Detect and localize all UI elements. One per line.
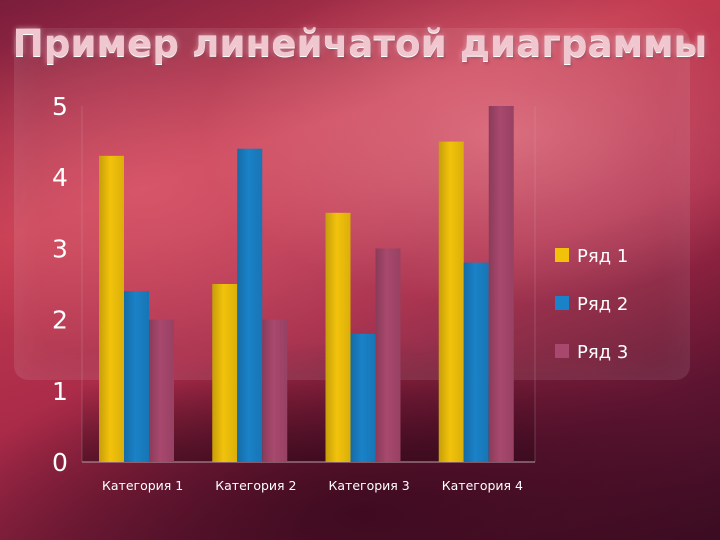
y-tick-label-3: 3 [52, 234, 68, 263]
y-tick-label-4: 4 [52, 163, 68, 192]
bar-series3-cat4 [488, 106, 514, 462]
chart-title: Пример линейчатой диаграммы [12, 22, 708, 65]
legend-swatch-1 [555, 248, 569, 262]
bar-series3-cat1 [149, 319, 174, 462]
bar-series2-cat1 [124, 291, 149, 462]
legend-label-2: Ряд 2 [577, 294, 628, 315]
bar-series2-cat4 [463, 262, 489, 462]
y-tick-label-1: 1 [52, 377, 68, 406]
y-tick-label-2: 2 [52, 306, 68, 335]
bar-series1-cat1 [99, 155, 124, 462]
x-tick-label-2: Категория 2 [215, 478, 296, 493]
bar-series1-cat3 [325, 212, 351, 462]
legend-swatch-2 [555, 296, 569, 310]
bar-series1-cat4 [438, 141, 464, 462]
legend-swatch-3 [555, 344, 569, 358]
legend-label-1: Ряд 1 [577, 246, 628, 267]
x-tick-label-4: Категория 4 [442, 478, 523, 493]
bar-series2-cat2 [237, 148, 263, 462]
bar-series3-cat2 [262, 319, 288, 462]
y-tick-label-0: 0 [52, 448, 68, 477]
legend-label-3: Ряд 3 [577, 342, 628, 363]
bar-series2-cat3 [350, 333, 376, 462]
x-tick-label-3: Категория 3 [329, 478, 410, 493]
bar-series1-cat2 [212, 284, 238, 462]
x-tick-label-1: Категория 1 [102, 478, 183, 493]
bar-series3-cat3 [375, 248, 401, 462]
y-tick-label-5: 5 [52, 92, 68, 121]
